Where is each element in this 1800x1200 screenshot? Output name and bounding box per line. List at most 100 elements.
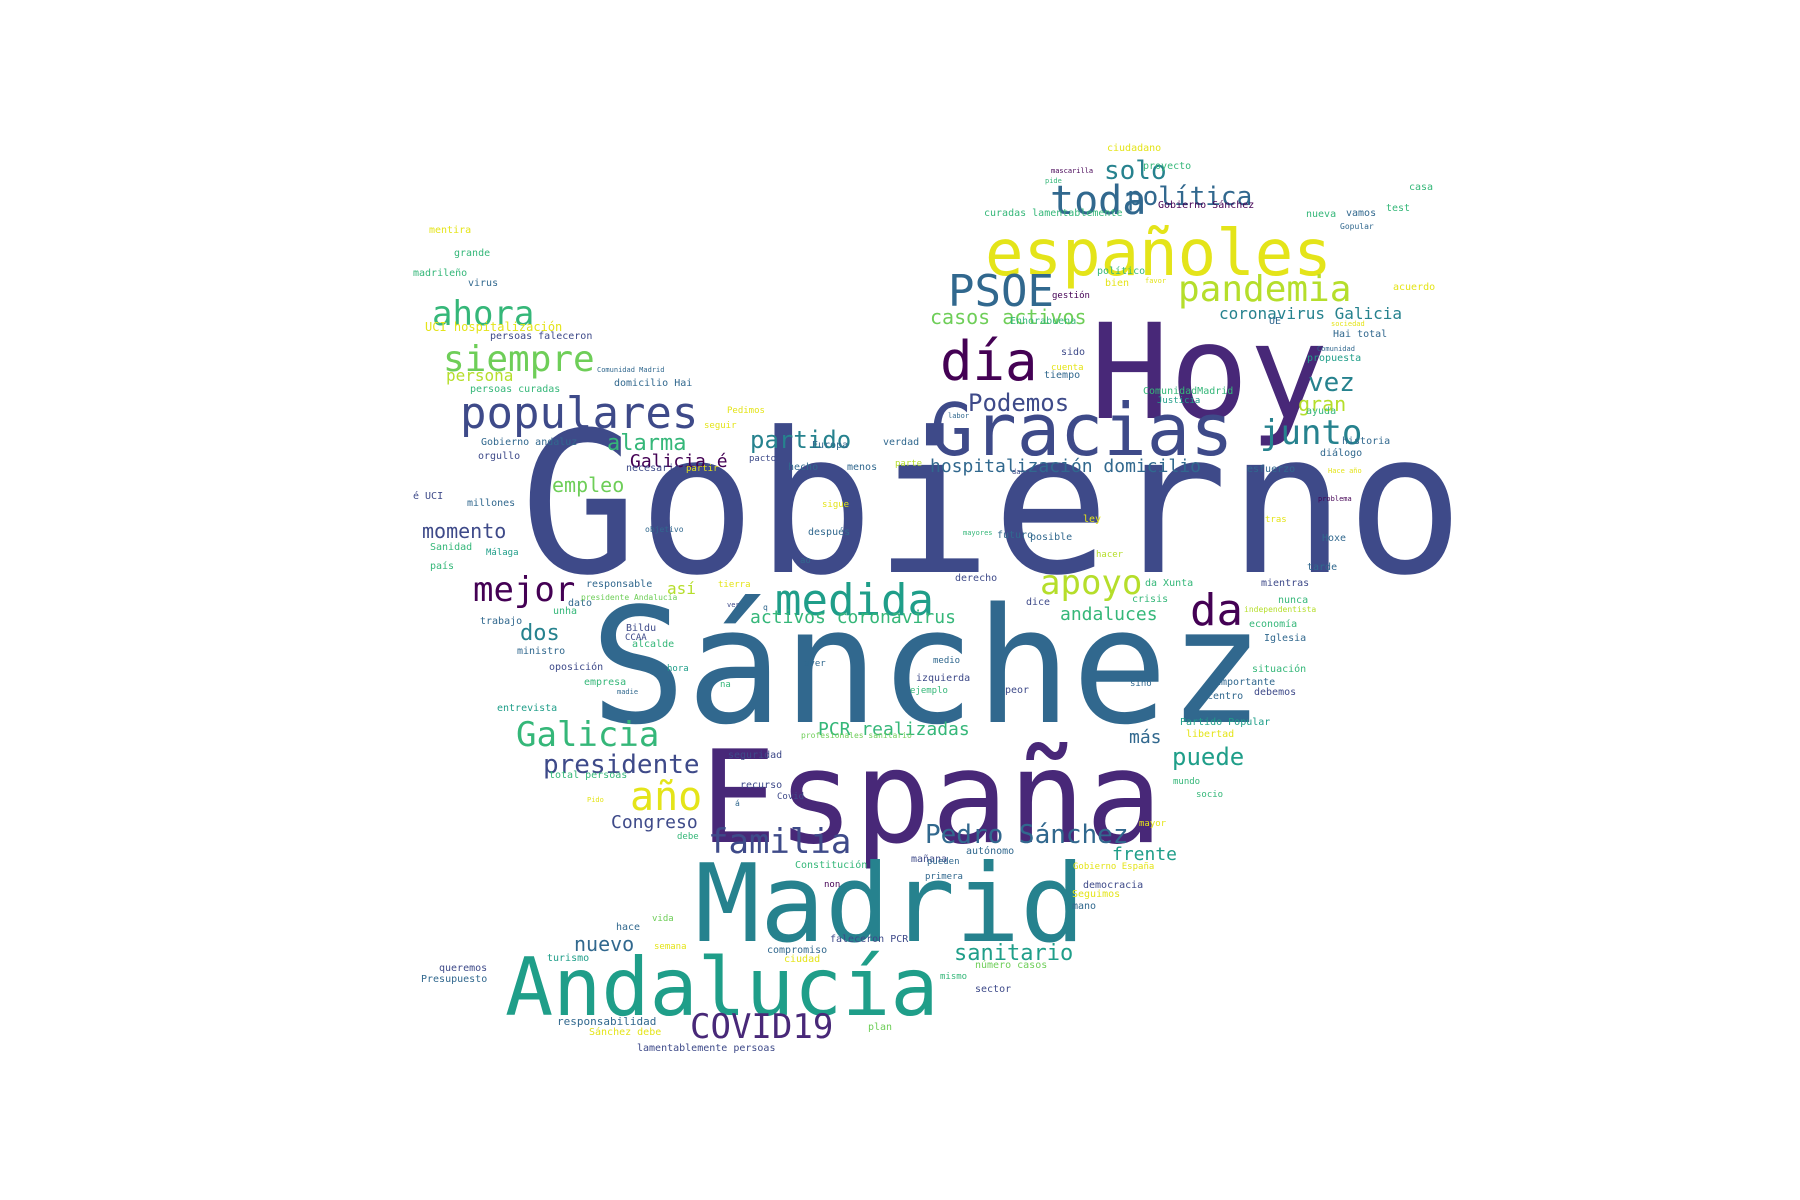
- cloud-word: PSOE: [948, 266, 1054, 317]
- cloud-word: menos: [847, 462, 878, 473]
- cloud-word: sido: [1061, 347, 1086, 358]
- cloud-word: sino: [1130, 679, 1152, 689]
- cloud-word: Partido Popular: [1180, 717, 1271, 728]
- cloud-word: mano: [1072, 901, 1097, 912]
- cloud-word: toda: [1050, 178, 1147, 224]
- cloud-word: dato: [568, 598, 593, 609]
- cloud-word: Madrid: [695, 842, 1086, 967]
- cloud-word: q: [763, 603, 768, 612]
- cloud-word: coronavirus Galicia: [1219, 304, 1403, 323]
- cloud-word: ao: [800, 556, 811, 566]
- cloud-word: España: [700, 724, 1163, 873]
- cloud-word: casa: [1409, 182, 1434, 193]
- cloud-word: populares: [460, 388, 699, 439]
- cloud-word: Comunidad: [1317, 345, 1355, 353]
- cloud-word: Sánchez: [590, 573, 1265, 760]
- cloud-word: unha: [553, 606, 578, 617]
- cloud-word: tras: [1265, 515, 1287, 525]
- cloud-word: puede: [1172, 743, 1245, 771]
- cloud-word: así: [667, 579, 696, 598]
- cloud-word: derecho: [955, 573, 998, 584]
- cloud-word: tierra: [718, 580, 751, 590]
- cloud-word: ver: [727, 601, 740, 609]
- cloud-word: izquierda: [916, 673, 971, 684]
- cloud-word: Gobierno: [520, 391, 1465, 619]
- cloud-word: profesionales sanitario: [801, 731, 912, 740]
- cloud-word: mayores: [963, 529, 993, 537]
- cloud-word: Pedimos: [727, 406, 765, 416]
- cloud-word: año: [630, 774, 703, 820]
- cloud-word: persona: [446, 366, 514, 385]
- cloud-word: necesario: [626, 463, 681, 474]
- cloud-word: alarma: [607, 431, 687, 456]
- cloud-word: á: [735, 799, 740, 808]
- cloud-word: después: [808, 527, 851, 538]
- cloud-word: Hai total: [1333, 329, 1388, 340]
- cloud-word: medida: [775, 575, 934, 626]
- cloud-word: queremos: [439, 963, 488, 974]
- cloud-word: centro: [1207, 691, 1244, 702]
- cloud-word: socio: [1196, 790, 1224, 800]
- cloud-word: Pedro Sánchez: [925, 820, 1129, 850]
- cloud-word: Málaga: [486, 548, 519, 558]
- cloud-word: Andalucía: [505, 941, 939, 1034]
- cloud-word: UE: [1269, 316, 1282, 327]
- cloud-word: Podemos: [968, 389, 1070, 417]
- cloud-word: siempre: [443, 339, 595, 380]
- cloud-word: Pido: [587, 796, 604, 804]
- cloud-word: millones: [467, 498, 516, 509]
- cloud-word: nueva: [1306, 209, 1337, 220]
- cloud-word: esfuerzo: [1247, 464, 1296, 475]
- cloud-word: apoyo: [1040, 563, 1143, 603]
- cloud-word: grande: [454, 248, 491, 259]
- cloud-word: debe: [677, 832, 699, 842]
- cloud-word: hospitalización domicilio: [930, 456, 1201, 477]
- cloud-word: Congreso: [611, 812, 698, 833]
- cloud-word: nunca: [1278, 595, 1309, 606]
- cloud-word: medio: [933, 656, 961, 666]
- cloud-word: madie: [617, 688, 639, 696]
- cloud-word: hace: [616, 922, 641, 933]
- cloud-word: orgullo: [478, 451, 521, 462]
- cloud-word: dar: [1012, 468, 1025, 476]
- cloud-word: PCR realizadas: [818, 719, 970, 740]
- cloud-word: número casos: [975, 960, 1048, 971]
- cloud-word: Hace año: [1328, 467, 1362, 475]
- cloud-word: ayuda: [1306, 406, 1337, 417]
- cloud-word: sanitario: [954, 941, 1074, 966]
- cloud-word: da: [1190, 585, 1243, 636]
- cloud-word: plan: [868, 1022, 893, 1033]
- cloud-word: propuesta: [1307, 353, 1362, 364]
- cloud-word: casos activos: [930, 305, 1087, 329]
- cloud-word: empresa: [584, 677, 627, 688]
- cloud-word: Covid: [777, 792, 805, 802]
- cloud-word: Gobierno España: [1073, 862, 1155, 872]
- cloud-word: ley: [1083, 514, 1102, 525]
- cloud-word: Galicia é: [630, 451, 728, 472]
- cloud-word: Justicia: [1157, 396, 1201, 406]
- cloud-word: persoas curadas: [470, 384, 561, 395]
- cloud-word: labor: [948, 412, 970, 420]
- cloud-word: seguir: [704, 421, 737, 431]
- cloud-word: solo: [1104, 156, 1167, 186]
- cloud-word: na: [720, 680, 731, 690]
- cloud-word: UCI hospitalización: [425, 320, 563, 334]
- cloud-word: non: [824, 880, 841, 890]
- cloud-word: verdad: [883, 437, 920, 448]
- cloud-word: virus: [468, 278, 499, 289]
- cloud-word: CCAA: [625, 633, 647, 643]
- cloud-word: vamos: [1346, 208, 1377, 219]
- cloud-word: peor: [1005, 685, 1030, 696]
- cloud-word: familia: [708, 822, 852, 862]
- cloud-word: persoas faleceron: [490, 331, 593, 342]
- cloud-word: Sanidad: [430, 542, 473, 553]
- cloud-word: gran: [1298, 392, 1347, 416]
- cloud-word: libertad: [1186, 729, 1235, 740]
- cloud-word: día: [940, 330, 1038, 393]
- cloud-word: Gobierno andaluz: [481, 437, 578, 448]
- cloud-word: pacto: [749, 454, 777, 464]
- cloud-word: ComunidadMadrid: [1143, 386, 1234, 397]
- cloud-word: responsabilidad: [557, 1015, 657, 1028]
- cloud-word: crisis: [1132, 594, 1169, 605]
- cloud-word: COVID19: [690, 1007, 834, 1047]
